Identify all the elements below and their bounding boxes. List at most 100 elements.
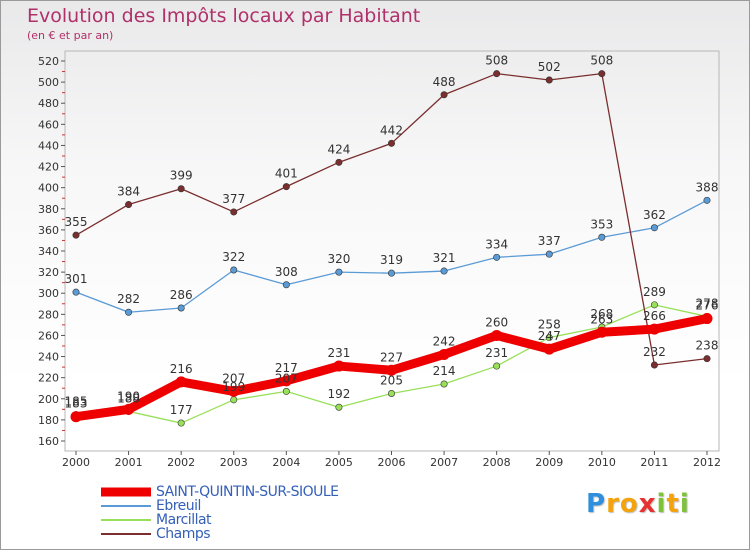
data-label: 216	[170, 362, 193, 376]
data-label: 238	[696, 339, 719, 353]
data-point	[543, 343, 555, 355]
x-tick-label: 2001	[115, 456, 143, 469]
data-point	[493, 253, 501, 261]
data-point	[387, 269, 395, 277]
legend-swatch	[101, 519, 151, 521]
data-point	[177, 419, 185, 427]
y-tick-label: 160	[38, 435, 59, 448]
data-point	[282, 183, 290, 191]
data-point	[387, 139, 395, 147]
x-tick-label: 2003	[220, 456, 248, 469]
legend-swatch	[101, 505, 151, 507]
data-point	[491, 329, 503, 341]
data-label: 199	[222, 380, 245, 394]
y-tick-label: 260	[38, 329, 59, 342]
y-tick-label: 300	[38, 287, 59, 300]
data-point	[438, 348, 450, 360]
data-label: 268	[590, 307, 613, 321]
data-point	[335, 403, 343, 411]
x-tick-label: 2012	[693, 456, 721, 469]
y-tick-label: 400	[38, 182, 59, 195]
data-label: 508	[485, 54, 508, 68]
data-label: 320	[327, 252, 350, 266]
data-label: 355	[65, 215, 88, 229]
data-label: 384	[117, 185, 140, 199]
data-point	[125, 308, 133, 316]
data-label: 242	[433, 334, 456, 348]
chart-title: Evolution des Impôts locaux par Habitant	[27, 5, 421, 27]
x-tick-label: 2011	[640, 456, 668, 469]
data-point	[123, 403, 135, 415]
data-label: 401	[275, 167, 298, 181]
data-point	[650, 361, 658, 369]
data-point	[493, 70, 501, 78]
data-label: 247	[538, 329, 561, 343]
data-point	[177, 185, 185, 193]
data-label: 177	[170, 403, 193, 417]
data-point	[386, 364, 397, 376]
data-label: 190	[117, 389, 140, 403]
y-tick-label: 200	[38, 393, 59, 406]
data-label: 188	[117, 391, 140, 405]
legend-swatch	[101, 487, 151, 497]
data-label: 183	[65, 397, 88, 411]
data-label: 227	[380, 350, 403, 364]
data-label: 282	[117, 292, 140, 306]
y-tick-label: 520	[38, 55, 59, 68]
logo-letter: o	[619, 489, 639, 519]
data-point	[440, 91, 448, 99]
data-point	[545, 334, 553, 342]
data-label: 231	[327, 346, 350, 360]
logo-letter: i	[656, 489, 667, 519]
data-point	[598, 233, 606, 241]
data-point	[230, 396, 238, 404]
logo-letter: t	[666, 489, 680, 519]
data-label: 442	[380, 123, 403, 137]
data-point	[648, 323, 660, 335]
data-label: 508	[590, 54, 613, 68]
data-label: 377	[222, 192, 245, 206]
legend-label: Ebreuil	[156, 498, 201, 514]
data-label: 334	[485, 237, 508, 251]
y-tick-label: 420	[38, 161, 59, 174]
data-point	[282, 387, 290, 395]
data-label: 192	[327, 387, 350, 401]
logo-letter: P	[586, 489, 607, 519]
data-label: 207	[222, 371, 245, 385]
data-label: 488	[433, 75, 456, 89]
data-point	[282, 281, 290, 289]
x-tick-label: 2002	[167, 456, 195, 469]
data-point	[70, 411, 82, 423]
data-label: 207	[275, 371, 298, 385]
x-tick-label: 2009	[535, 456, 563, 469]
data-label: 276	[696, 299, 719, 313]
data-point	[228, 385, 240, 397]
data-point	[703, 196, 711, 204]
y-tick-label: 220	[38, 372, 59, 385]
y-tick-label: 180	[38, 414, 59, 427]
data-point	[175, 376, 187, 388]
data-label: 217	[275, 361, 298, 375]
y-tick-label: 440	[38, 139, 59, 152]
chart-subtitle: (en € et par an)	[27, 29, 114, 42]
data-label: 362	[643, 208, 666, 222]
data-label: 337	[538, 234, 561, 248]
data-point	[596, 326, 608, 338]
data-label: 286	[170, 288, 193, 302]
data-point	[650, 224, 658, 232]
y-tick-label: 340	[38, 245, 59, 258]
y-tick-label: 380	[38, 203, 59, 216]
data-label: 502	[538, 60, 561, 74]
legend-swatch	[101, 533, 151, 535]
data-label: 231	[485, 346, 508, 360]
data-point	[230, 266, 238, 274]
y-tick-label: 500	[38, 76, 59, 89]
data-label: 322	[222, 250, 245, 264]
data-point	[545, 76, 553, 84]
data-point	[335, 268, 343, 276]
data-label: 388	[696, 180, 719, 194]
data-label: 301	[65, 272, 88, 286]
data-label: 214	[433, 364, 456, 378]
data-point	[545, 250, 553, 258]
data-label: 260	[485, 315, 508, 329]
